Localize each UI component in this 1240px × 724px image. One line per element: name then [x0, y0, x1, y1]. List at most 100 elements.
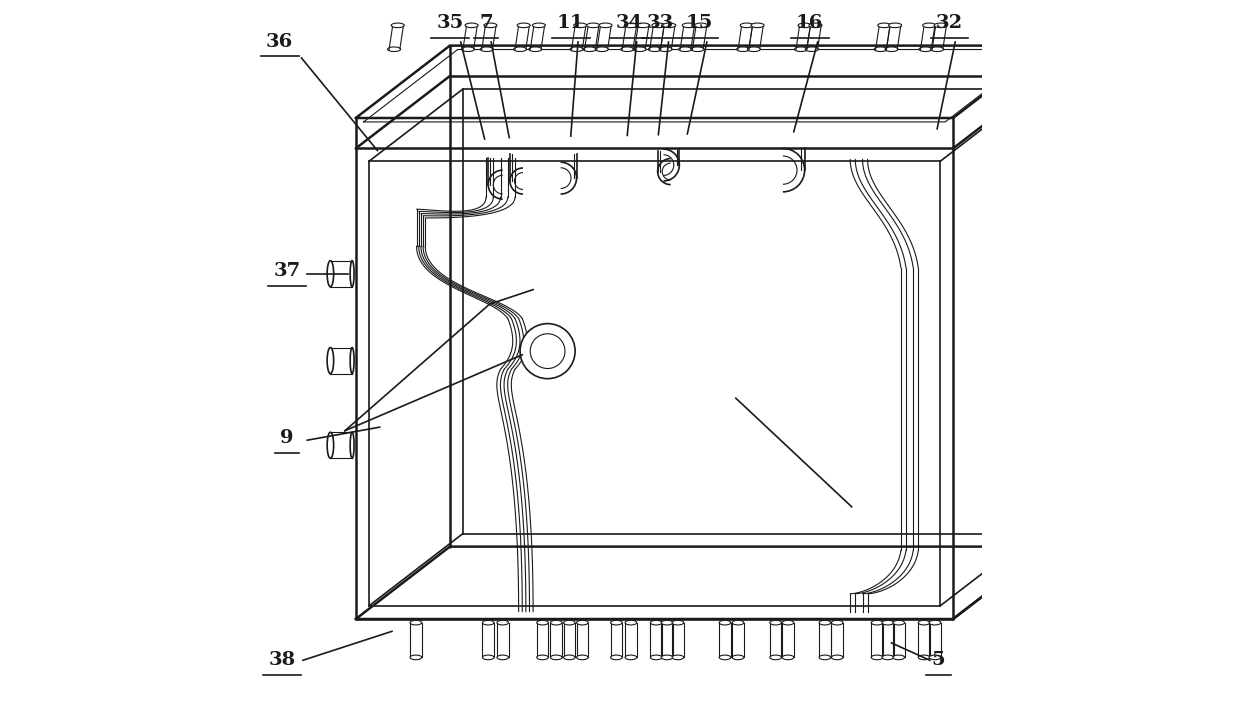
- Ellipse shape: [751, 23, 764, 28]
- Ellipse shape: [388, 47, 401, 51]
- Ellipse shape: [820, 655, 831, 660]
- Ellipse shape: [551, 620, 562, 625]
- Ellipse shape: [625, 23, 637, 28]
- Ellipse shape: [595, 47, 609, 51]
- Ellipse shape: [636, 23, 650, 28]
- Ellipse shape: [808, 23, 822, 28]
- Ellipse shape: [610, 620, 622, 625]
- Ellipse shape: [517, 23, 531, 28]
- Ellipse shape: [461, 47, 475, 51]
- Text: 7: 7: [480, 14, 492, 32]
- Text: 5: 5: [931, 652, 945, 669]
- Ellipse shape: [795, 47, 807, 51]
- Ellipse shape: [919, 47, 932, 51]
- Ellipse shape: [872, 620, 883, 625]
- Ellipse shape: [782, 620, 794, 625]
- Ellipse shape: [678, 47, 692, 51]
- Text: 34: 34: [615, 14, 642, 32]
- Ellipse shape: [551, 655, 562, 660]
- Ellipse shape: [919, 655, 930, 660]
- Ellipse shape: [1064, 319, 1069, 340]
- Ellipse shape: [621, 47, 634, 51]
- Text: 38: 38: [268, 652, 295, 669]
- Ellipse shape: [885, 47, 898, 51]
- Ellipse shape: [878, 23, 890, 28]
- Ellipse shape: [350, 432, 355, 458]
- Ellipse shape: [625, 620, 636, 625]
- Ellipse shape: [733, 620, 744, 625]
- Ellipse shape: [327, 348, 334, 374]
- Ellipse shape: [465, 23, 479, 28]
- Ellipse shape: [874, 47, 887, 51]
- Text: 35: 35: [436, 14, 464, 32]
- Ellipse shape: [587, 23, 600, 28]
- Text: 33: 33: [647, 14, 675, 32]
- Ellipse shape: [831, 655, 843, 660]
- Ellipse shape: [930, 47, 944, 51]
- Ellipse shape: [662, 23, 676, 28]
- Ellipse shape: [770, 655, 781, 660]
- Ellipse shape: [1049, 539, 1053, 561]
- Ellipse shape: [805, 47, 818, 51]
- Ellipse shape: [661, 620, 673, 625]
- Ellipse shape: [934, 23, 947, 28]
- Ellipse shape: [599, 23, 613, 28]
- Ellipse shape: [625, 655, 636, 660]
- Ellipse shape: [889, 23, 901, 28]
- Circle shape: [520, 324, 575, 379]
- Ellipse shape: [1049, 319, 1053, 340]
- Ellipse shape: [929, 620, 941, 625]
- Ellipse shape: [327, 261, 334, 287]
- Ellipse shape: [694, 23, 708, 28]
- Ellipse shape: [672, 620, 683, 625]
- Ellipse shape: [782, 655, 794, 660]
- Ellipse shape: [410, 655, 422, 660]
- Text: 36: 36: [267, 33, 294, 51]
- Ellipse shape: [610, 655, 622, 660]
- Ellipse shape: [537, 655, 548, 660]
- Ellipse shape: [583, 47, 596, 51]
- Ellipse shape: [719, 620, 730, 625]
- Text: 32: 32: [936, 14, 963, 32]
- Ellipse shape: [893, 655, 904, 660]
- Ellipse shape: [919, 620, 930, 625]
- Ellipse shape: [532, 23, 546, 28]
- Ellipse shape: [563, 655, 575, 660]
- Text: 9: 9: [280, 429, 294, 447]
- Ellipse shape: [563, 620, 575, 625]
- Ellipse shape: [872, 655, 883, 660]
- Ellipse shape: [649, 47, 661, 51]
- Ellipse shape: [537, 620, 548, 625]
- Ellipse shape: [482, 620, 494, 625]
- Text: 11: 11: [557, 14, 584, 32]
- Ellipse shape: [737, 47, 750, 51]
- Ellipse shape: [719, 655, 730, 660]
- Ellipse shape: [651, 655, 662, 660]
- Ellipse shape: [882, 655, 894, 660]
- Ellipse shape: [577, 620, 588, 625]
- Ellipse shape: [480, 47, 494, 51]
- Ellipse shape: [740, 23, 753, 28]
- Ellipse shape: [577, 655, 588, 660]
- Ellipse shape: [929, 655, 941, 660]
- Ellipse shape: [391, 23, 404, 28]
- Ellipse shape: [327, 432, 334, 458]
- Ellipse shape: [748, 47, 760, 51]
- Ellipse shape: [893, 620, 904, 625]
- Ellipse shape: [513, 47, 527, 51]
- Ellipse shape: [770, 620, 781, 625]
- Ellipse shape: [350, 348, 355, 374]
- Ellipse shape: [799, 23, 811, 28]
- Text: 16: 16: [796, 14, 823, 32]
- Ellipse shape: [651, 620, 662, 625]
- Ellipse shape: [1064, 539, 1069, 561]
- Ellipse shape: [733, 655, 744, 660]
- Ellipse shape: [482, 655, 494, 660]
- Ellipse shape: [691, 47, 704, 51]
- Ellipse shape: [672, 655, 683, 660]
- Ellipse shape: [820, 620, 831, 625]
- Ellipse shape: [882, 620, 894, 625]
- Ellipse shape: [484, 23, 497, 28]
- Ellipse shape: [831, 620, 843, 625]
- Ellipse shape: [661, 655, 673, 660]
